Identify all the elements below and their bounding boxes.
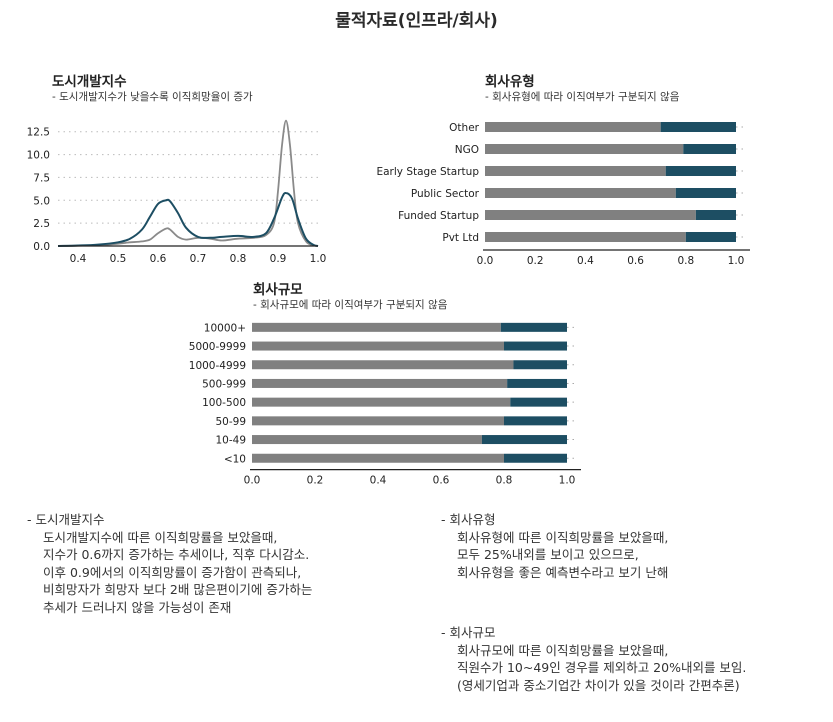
bar-stay (252, 322, 501, 332)
note-size-heading: - 회사규모 (441, 625, 496, 640)
category-label: Early Stage Startup (376, 166, 479, 178)
x-tick-label: 0.0 (477, 255, 494, 267)
bar-leave (695, 210, 736, 220)
note-line: 지수가 0.6까지 증가하는 추세이나, 직후 다시감소. (43, 547, 310, 562)
page-title: 물적자료(인프라/회사) (335, 11, 498, 31)
note-line: 모두 25%내외를 보이고 있으므로, (457, 547, 639, 562)
bar-stay (252, 341, 504, 351)
bar-stay (252, 453, 504, 463)
bar-leave (507, 378, 567, 388)
note-size: - 회사규모 회사규모에 따른 이직희망률을 보았을때, 직원수가 10~49인… (441, 624, 746, 694)
note-line: 도시개발지수에 따른 이직희망률을 보았을때, (43, 529, 278, 545)
bar-stay (252, 416, 504, 426)
bar-stay (485, 166, 666, 176)
x-tick-label: 0.6 (433, 475, 450, 484)
x-tick-label: 0.7 (190, 253, 207, 265)
bar-stay (485, 188, 676, 198)
bar-leave (504, 453, 567, 463)
bar-leave (510, 397, 567, 407)
note-type: - 회사유형 회사유형에 따른 이직희망률을 보았을때, 모두 25%내외를 보… (441, 511, 668, 581)
bar-stay (252, 435, 482, 445)
category-label: Funded Startup (398, 210, 479, 222)
category-label: NGO (455, 144, 479, 156)
x-tick-label: 1.0 (728, 255, 745, 267)
x-tick-label: 0.6 (627, 255, 644, 267)
y-tick-label: 5.0 (33, 195, 50, 207)
y-tick-label: 7.5 (33, 172, 50, 184)
bar-leave (513, 360, 567, 370)
category-label: Pvt Ltd (442, 232, 479, 244)
x-tick-label: 0.6 (150, 253, 167, 265)
type-chart-title: 회사유형 (485, 74, 535, 90)
x-tick-label: 0.8 (677, 255, 694, 267)
note-line: 이후 0.9에서의 이직희망률이 증가함이 관측되나, (43, 564, 302, 580)
x-tick-label: 0.8 (496, 475, 513, 484)
category-label: 10-49 (215, 435, 246, 447)
bar-stay (485, 122, 661, 132)
type-bar-chart: Other NGO Early Stage Startup Public Sector… (376, 122, 750, 267)
y-tick-label: 10.0 (27, 150, 50, 162)
bar-leave (675, 188, 736, 198)
x-tick-label: 0.2 (307, 475, 324, 484)
category-label: 500-999 (202, 378, 246, 390)
note-city-heading: - 도시개발지수 (27, 512, 105, 527)
bar-leave (504, 341, 567, 351)
y-tick-label: 0.0 (33, 241, 50, 253)
bar-stay (252, 378, 508, 388)
category-label: 100-500 (202, 397, 246, 409)
bar-leave (481, 435, 567, 445)
x-tick-label: 0.4 (577, 255, 594, 267)
bar-stay (485, 232, 686, 242)
bar-leave (660, 122, 736, 132)
x-tick-label: 1.0 (310, 253, 327, 265)
x-tick-label: 0.8 (230, 253, 247, 265)
bar-leave (504, 416, 567, 426)
size-bar-chart: 10000+ 5000-9999 1000-4999 500-999 100-500 50… (189, 322, 581, 484)
bar-stay (485, 210, 696, 220)
category-label: Public Sector (411, 188, 480, 200)
category-label: 10000+ (204, 322, 246, 334)
x-tick-label: 0.4 (70, 253, 87, 265)
note-line: 회사규모에 따른 이직희망률을 보았을때, (457, 642, 669, 658)
category-label: 50-99 (215, 416, 246, 428)
size-chart-subtitle: - 회사규모에 따라 이직여부가 구분되지 않음 (253, 299, 448, 311)
note-line: 추세가 드러나지 않을 가능성이 존재 (43, 599, 232, 615)
bar-stay (252, 397, 511, 407)
bar-leave (665, 166, 736, 176)
bar-leave (685, 232, 736, 242)
density-line-leave (57, 191, 319, 247)
x-tick-label: 1.0 (559, 475, 576, 484)
category-label: <10 (224, 453, 246, 465)
y-tick-label: 12.5 (27, 127, 50, 139)
note-city: - 도시개발지수 도시개발지수에 따른 이직희망률을 보았을때, 지수가 0.6… (27, 511, 312, 616)
bar-stay (252, 360, 514, 370)
x-tick-label: 0.9 (270, 253, 287, 265)
city-density-chart: 0.0 2.5 5.0 7.5 10.0 12.5 0.4 0.5 0.6 0.7 0.8 0.9 1.… (27, 119, 327, 265)
note-line: (영세기업과 중소기업간 차이가 있을 것이라 간편추론) (457, 677, 740, 693)
bar-leave (683, 144, 736, 154)
note-line: 비희망자가 희망자 보다 2배 많은편이기에 증가하는 (43, 582, 313, 597)
type-chart-subtitle: - 회사유형에 따라 이직여부가 구분되지 않음 (485, 91, 680, 103)
category-label: 1000-4999 (189, 360, 246, 372)
x-tick-label: 0.2 (527, 255, 544, 267)
x-tick-label: 0.0 (244, 475, 261, 484)
note-type-heading: - 회사유형 (441, 512, 496, 527)
bar-stay (485, 144, 684, 154)
category-label: Other (449, 122, 479, 134)
x-tick-label: 0.5 (110, 253, 127, 265)
x-tick-label: 0.4 (370, 475, 387, 484)
y-tick-label: 2.5 (33, 218, 50, 230)
category-label: 5000-9999 (189, 341, 246, 353)
note-line: 직원수가 10~49인 경우를 제외하고 20%내외를 보임. (457, 660, 747, 675)
size-chart-title: 회사규모 (253, 282, 303, 298)
density-line-stay (57, 119, 319, 247)
note-line: 회사유형에 따른 이직희망률을 보았을때, (457, 529, 669, 545)
note-line: 회사유형을 좋은 예측변수라고 보기 난해 (457, 564, 669, 580)
bar-leave (500, 322, 567, 332)
city-chart-subtitle: - 도시개발지수가 낮을수록 이직희망율이 증가 (52, 91, 253, 103)
city-chart-title: 도시개발지수 (52, 74, 127, 90)
